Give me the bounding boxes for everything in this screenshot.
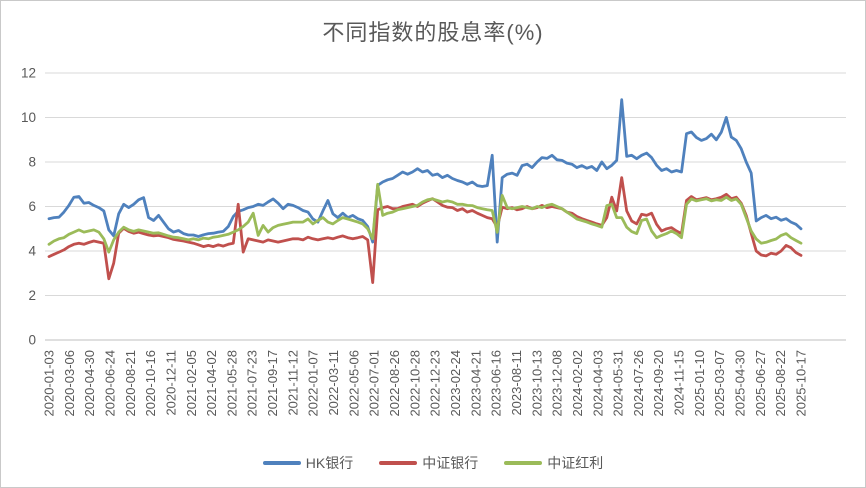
x-tick-label: 2020-06-24: [102, 350, 117, 417]
x-tick-label: 2023-10-13: [529, 350, 544, 417]
x-tick-label: 2023-12-08: [550, 350, 565, 417]
x-tick-label: 2022-12-23: [428, 350, 443, 417]
legend: HK银行 中证银行 中证红利: [1, 453, 865, 473]
x-tick-label: 2022-05-06: [346, 350, 361, 417]
x-tick-label: 2021-05-28: [224, 350, 239, 417]
x-tick-label: 2025-06-27: [753, 350, 768, 417]
x-tick-label: 2023-04-21: [468, 350, 483, 417]
x-tick-label: 2021-07-23: [245, 350, 260, 417]
x-tick-label: 2022-10-28: [407, 350, 422, 417]
y-tick-label: 2: [28, 288, 36, 303]
series-line-0: [47, 98, 803, 244]
x-tick-label: 2023-02-24: [448, 350, 463, 417]
x-tick-label: 2023-08-11: [509, 350, 524, 416]
x-tick-label: 2024-09-20: [651, 350, 666, 417]
y-tick-label: 0: [28, 333, 36, 348]
legend-item-csi-bank: 中证银行: [379, 453, 478, 473]
legend-label: HK银行: [305, 455, 354, 471]
x-tick-label: 2024-07-26: [631, 350, 646, 417]
x-tick-label: 2021-04-02: [204, 350, 219, 417]
x-tick-label: 2025-10-17: [794, 350, 809, 417]
legend-label: 中证红利: [547, 455, 604, 471]
x-tick-label: 2020-01-03: [42, 350, 57, 417]
x-tick-label: 2020-04-30: [82, 350, 97, 417]
x-tick-label: 2020-03-06: [62, 350, 77, 417]
x-tick-label: 2025-01-10: [692, 350, 707, 417]
x-tick-label: 2025-03-07: [712, 350, 727, 417]
legend-label: 中证银行: [422, 455, 479, 471]
x-tick-label: 2022-07-01: [367, 350, 382, 417]
legend-line-swatch-icon: [504, 460, 543, 466]
x-tick-label: 2021-09-17: [265, 350, 280, 417]
series-line-1: [47, 176, 803, 285]
x-tick-label: 2024-04-03: [590, 350, 605, 417]
x-tick-label: 2021-11-12: [285, 350, 300, 416]
legend-line-swatch-icon: [379, 460, 418, 466]
x-tick-label: 2022-03-11: [326, 350, 341, 416]
y-tick-label: 4: [28, 244, 36, 259]
y-tick-label: 6: [28, 199, 36, 214]
legend-item-csi-dividend: 中证红利: [504, 453, 603, 473]
x-tick-label: 2022-08-26: [387, 350, 402, 417]
x-tick-label: 2020-10-16: [143, 350, 158, 417]
y-tick-label: 8: [28, 155, 36, 170]
legend-item-hk-bank: HK银行: [262, 453, 354, 473]
x-tick-label: 2024-02-02: [570, 350, 585, 417]
x-tick-label: 2023-06-16: [489, 350, 504, 417]
x-tick-label: 2022-01-07: [306, 350, 321, 417]
y-tick-label: 10: [21, 110, 36, 125]
x-tick-label: 2025-04-30: [733, 350, 748, 417]
series-line-2: [47, 182, 803, 254]
x-tick-label: 2020-08-21: [123, 350, 138, 417]
x-tick-label: 2024-11-15: [672, 350, 687, 416]
x-tick-label: 2024-05-31: [611, 350, 626, 417]
x-tick-label: 2025-08-22: [773, 350, 788, 417]
legend-line-swatch-icon: [262, 460, 301, 466]
x-tick-label: 2020-12-11: [163, 350, 178, 416]
chart-title: 不同指数的股息率(%): [322, 20, 544, 45]
y-tick-label: 12: [21, 66, 36, 81]
x-tick-label: 2021-02-05: [184, 350, 199, 417]
